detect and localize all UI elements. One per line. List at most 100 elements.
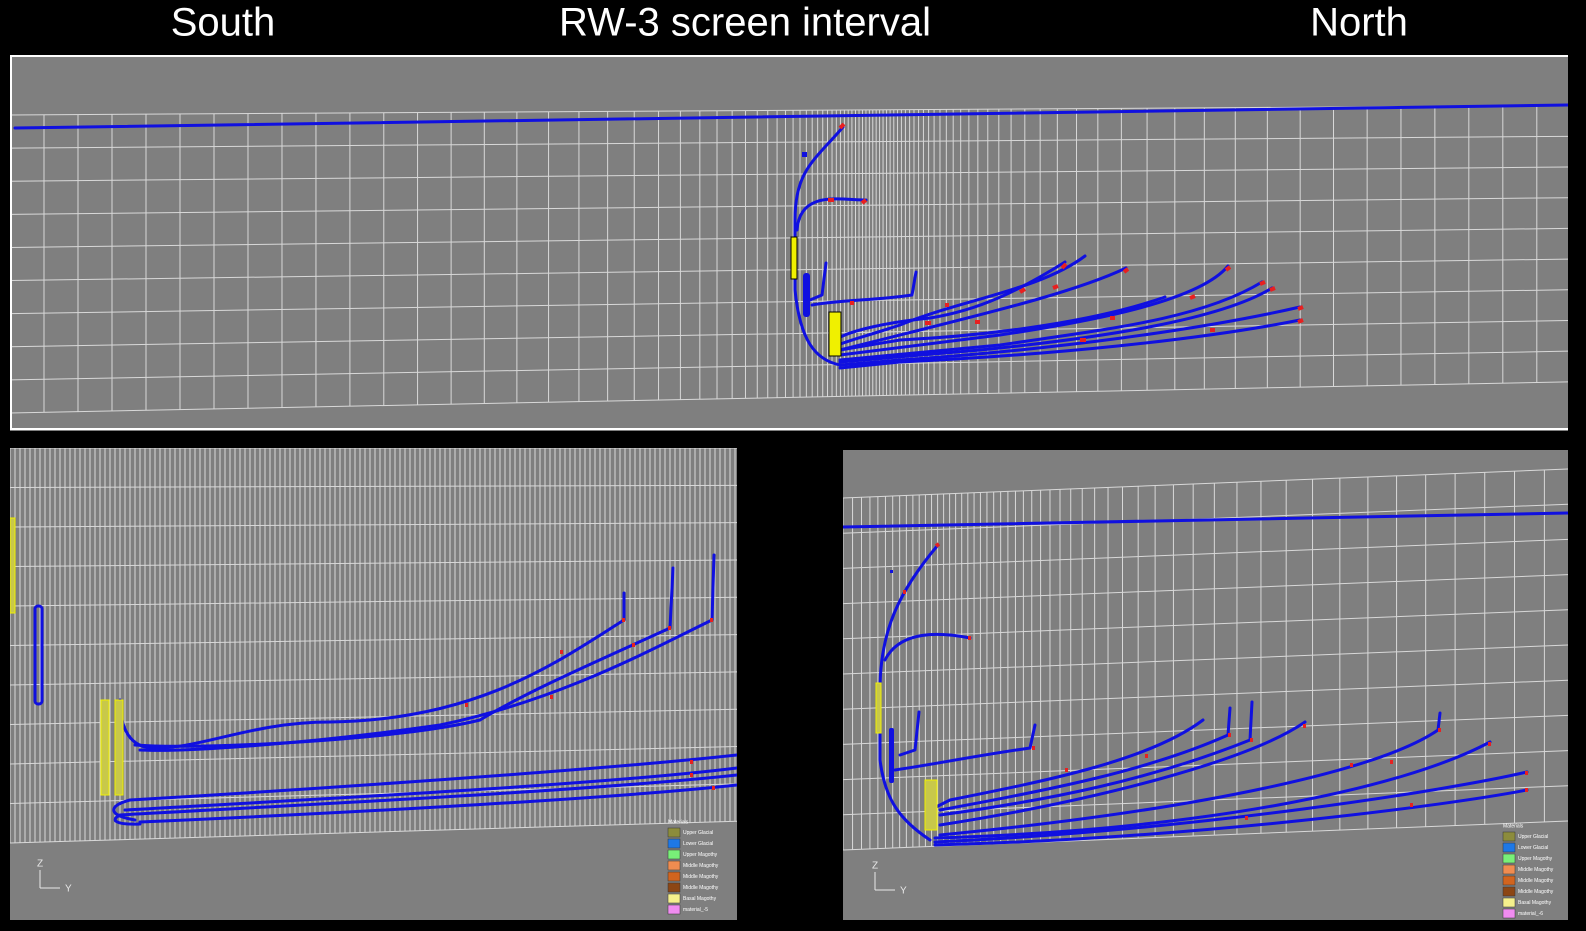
pathline	[883, 632, 972, 662]
legend-swatch	[667, 904, 681, 915]
pathline	[838, 266, 1128, 352]
pathline	[138, 783, 737, 824]
pathline	[113, 773, 737, 826]
legend-swatch	[667, 838, 681, 849]
screen-interval	[790, 236, 798, 280]
legend-swatch	[1502, 842, 1516, 853]
panel-detail-left: Materials Upper Glacial Lower Glacial Upper…	[10, 448, 737, 920]
grid-row	[10, 227, 1568, 248]
particle	[890, 570, 893, 573]
legend-label: Middle Magothy	[1518, 867, 1554, 873]
grid-row	[10, 135, 1568, 149]
grid-row	[843, 574, 1568, 605]
legend-label: material_-6	[1518, 911, 1543, 917]
axis-y-label: Y	[65, 884, 72, 895]
pathline	[808, 261, 828, 302]
pathline	[123, 766, 737, 812]
screen-interval	[10, 517, 16, 614]
pathline	[933, 740, 1492, 840]
legend-label: Lower Glacial	[683, 841, 713, 847]
grid-row	[10, 197, 1568, 215]
legend-title: Materials	[1503, 823, 1524, 829]
legend-swatch	[667, 871, 681, 882]
pathline	[893, 723, 1037, 772]
pathline	[133, 566, 675, 748]
grid-row	[843, 609, 1568, 640]
grid-row	[10, 381, 1568, 414]
legend-label: Upper Glacial	[683, 830, 713, 836]
legend-label: Basal Magothy	[683, 896, 717, 902]
pathline	[836, 254, 1087, 347]
legend-label: Upper Magothy	[1518, 856, 1553, 862]
legend-swatch	[1502, 886, 1516, 897]
grid-row	[10, 319, 1568, 348]
legend-label: Middle Magothy	[683, 885, 719, 891]
pathline	[933, 788, 1529, 847]
grid-row	[10, 671, 737, 686]
legend-label: Upper Glacial	[1518, 834, 1548, 840]
legend-swatch	[667, 893, 681, 904]
legend-label: Upper Magothy	[683, 852, 718, 858]
particle-markers	[828, 122, 1304, 342]
grid-row	[843, 468, 1568, 499]
axis-z-label: Z	[872, 861, 878, 872]
grid-row	[10, 559, 737, 567]
screen-interval	[114, 699, 124, 796]
legend-label: Basal Magothy	[1518, 900, 1552, 906]
well	[803, 273, 810, 317]
grid-row	[10, 105, 1568, 116]
grid-row	[10, 522, 737, 528]
grid-row	[10, 289, 1568, 315]
grid-row	[10, 634, 737, 646]
pathline	[138, 553, 716, 752]
legend-swatch	[667, 827, 681, 838]
legend-label: Lower Glacial	[1518, 845, 1548, 851]
pathline	[938, 720, 1307, 827]
legend: Materials Upper Glacial Lower Glacial Upper…	[1502, 823, 1554, 919]
well	[33, 604, 44, 706]
well	[889, 728, 894, 783]
pathline	[938, 700, 1254, 817]
panel-border	[10, 55, 1568, 430]
pathline	[118, 591, 626, 750]
grid-row	[843, 679, 1568, 710]
legend: Materials Upper Glacial Lower Glacial Upper…	[667, 819, 719, 915]
panel-bg	[10, 448, 737, 920]
label-title: RW-3 screen interval	[559, 1, 931, 45]
screen-interval	[828, 311, 842, 357]
grid	[843, 468, 1568, 851]
legend-swatch	[1502, 853, 1516, 864]
pathline	[933, 770, 1529, 844]
pathline	[938, 706, 1232, 812]
particle-markers	[903, 542, 1528, 820]
pathline	[838, 264, 1230, 357]
pathline	[810, 270, 918, 307]
pathline	[928, 718, 1205, 812]
panel-detail-right: Materials Upper Glacial Lower Glacial Upper…	[843, 450, 1568, 920]
legend-swatch	[1502, 864, 1516, 875]
legend-label: Middle Magothy	[1518, 878, 1554, 884]
grid-row	[10, 484, 737, 488]
pathline	[838, 295, 1167, 352]
grid-row	[10, 708, 737, 725]
screen-interval	[924, 779, 938, 831]
axis-y-label: Y	[900, 886, 907, 897]
pathline	[838, 286, 1274, 364]
axis-triad: Z Y	[872, 861, 907, 897]
water-table	[13, 103, 1568, 130]
pathlines	[843, 511, 1568, 847]
water-table	[843, 511, 1568, 529]
pathline	[898, 710, 921, 757]
axis-triad: Z Y	[37, 859, 72, 895]
panel-bg	[10, 55, 1568, 431]
legend-swatch	[667, 849, 681, 860]
grid-row	[10, 166, 1568, 182]
pathlines	[13, 103, 1568, 370]
pathline	[838, 305, 1302, 367]
legend-title: Materials	[668, 819, 689, 825]
legend-label: Middle Magothy	[683, 863, 719, 869]
legend-label: Middle Magothy	[1518, 889, 1554, 895]
particle	[802, 152, 807, 157]
legend-swatch	[1502, 897, 1516, 908]
